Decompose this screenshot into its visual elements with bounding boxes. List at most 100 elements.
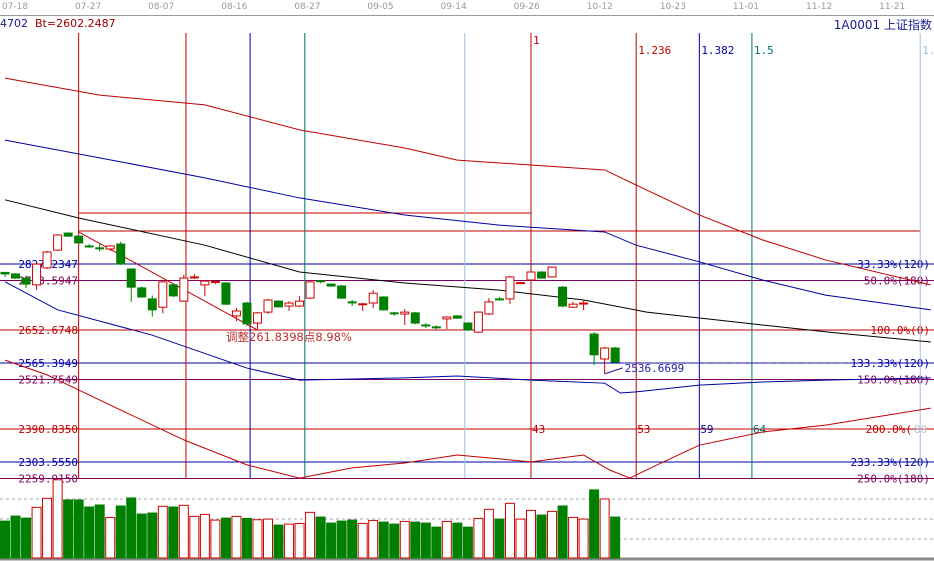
moving-average-line (4, 359, 931, 479)
candle-body (463, 322, 473, 331)
percent-level-label: 250.0%(180) (857, 472, 930, 485)
date-tick-label: 09-05 (367, 2, 394, 12)
price-level-label: 2390.8350 (18, 423, 78, 436)
volume-bar (420, 522, 431, 559)
candle (200, 280, 210, 297)
candle (558, 286, 568, 308)
candle (189, 273, 199, 279)
volume-bar (157, 505, 168, 559)
volume-bar (115, 505, 126, 559)
volume-bar (547, 510, 558, 559)
candle (515, 281, 525, 285)
volume-bar (431, 526, 442, 559)
candle-body (95, 247, 105, 250)
volume-bar (42, 497, 53, 559)
volume-bar (557, 505, 568, 559)
candle (210, 280, 220, 285)
candle (484, 298, 494, 316)
candle (400, 309, 410, 325)
candle-body (431, 326, 441, 329)
percent-level-label: 233.33%(120) (851, 456, 930, 469)
time-ratio-label: 1.236 (638, 44, 671, 57)
volume-bar (578, 518, 589, 559)
candle (21, 275, 31, 288)
volume-bar (126, 497, 137, 559)
volume-bar (263, 518, 273, 559)
volume-bar (231, 515, 242, 559)
candle (295, 296, 305, 308)
date-axis: 07-18 07-27 08-07 08-16 08-27 09-05 09-14 09-26… (0, 0, 934, 16)
date-tick-label: 11-21 (879, 2, 906, 12)
candle (231, 307, 241, 322)
candle (368, 290, 378, 309)
candle-body (32, 263, 42, 286)
percent-level-label: 150.0%(180) (857, 373, 930, 386)
candle-body (242, 302, 252, 325)
candle (316, 279, 326, 284)
candle (568, 301, 578, 308)
left-value: 4702 (0, 17, 28, 30)
volume-bar (483, 508, 494, 559)
date-tick-label: 10-23 (659, 2, 686, 12)
candle-body (452, 315, 462, 319)
volume-bar (536, 514, 547, 559)
candle (95, 243, 105, 252)
candle (494, 296, 504, 301)
candle (158, 281, 168, 314)
volume-bar (494, 518, 505, 559)
volume-bar (410, 521, 421, 559)
candle (589, 332, 599, 366)
volume-bar (94, 504, 105, 559)
date-tick-label: 09-26 (513, 2, 540, 12)
volume-bar (52, 479, 63, 559)
moving-average-line (4, 199, 931, 343)
candle-body (63, 232, 73, 237)
volume-bar (105, 516, 116, 559)
candle-body (316, 280, 326, 283)
candle-body (137, 287, 147, 298)
moving-average-line (4, 77, 931, 286)
candle-body (116, 243, 126, 265)
bt-value: Bt=2602.2487 (35, 17, 116, 30)
low-price-label: 2536.6699 (625, 362, 685, 375)
date-tick-label: 08-16 (221, 2, 248, 12)
volume-bar (241, 517, 252, 559)
candle-body (600, 347, 610, 360)
candle-body (11, 273, 21, 279)
volume-bar (326, 522, 337, 559)
bar-count-label: 64 (753, 423, 767, 436)
candle (579, 300, 589, 311)
candle-body (158, 281, 168, 308)
candle-body (189, 276, 199, 279)
time-ratio-label: 1.5 (754, 44, 774, 57)
candle (0, 271, 10, 277)
candle (526, 271, 536, 281)
candle (600, 346, 610, 374)
volume-bar (220, 517, 231, 559)
candle (105, 245, 115, 251)
percent-level-label: 200.0%( (866, 423, 912, 436)
candle-body (274, 300, 284, 308)
candle-body (210, 280, 220, 283)
candle (284, 301, 294, 311)
candle-body (168, 284, 178, 297)
volume-bar (589, 489, 600, 559)
low-pointer-line (604, 367, 623, 375)
adjust-annotation: 调整261.8398点8.98% (226, 330, 352, 344)
date-tick-label: 08-27 (294, 2, 321, 12)
candle-body (305, 281, 315, 299)
indicator-readout: 4702 Bt=2602.2487 (0, 17, 116, 30)
candle-body (410, 312, 420, 324)
candle-body (610, 347, 620, 363)
candle-body (105, 245, 115, 250)
candle-body (231, 310, 241, 317)
candle-body (263, 299, 273, 313)
candle-body (53, 234, 63, 251)
candle (242, 301, 252, 326)
candle (337, 284, 347, 299)
candle (452, 315, 462, 319)
candle (32, 263, 42, 290)
candle-body (200, 280, 210, 286)
candle (116, 241, 126, 265)
